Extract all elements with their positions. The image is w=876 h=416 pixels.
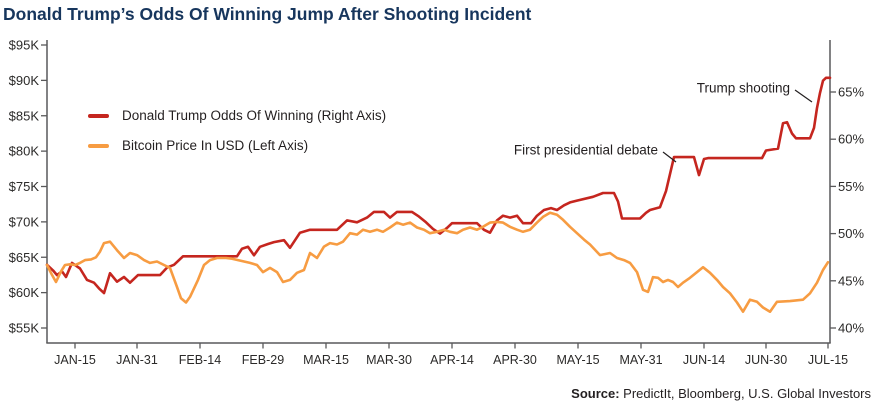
x-axis-tick-label: APR-14 [430, 353, 474, 367]
left-axis-tick-label: $70K [9, 214, 40, 229]
left-axis-tick-label: $85K [9, 108, 40, 123]
x-axis-tick-label: MAY-31 [619, 353, 662, 367]
legend: Donald Trump Odds Of Winning (Right Axis… [88, 108, 386, 168]
x-axis-tick-label: JUN-30 [745, 353, 787, 367]
trump-odds-swatch [88, 113, 109, 118]
page-title: Donald Trump’s Odds Of Winning Jump Afte… [3, 4, 532, 24]
left-axis-tick-label: $90K [9, 73, 40, 88]
x-axis-tick-label: JAN-31 [116, 353, 158, 367]
right-axis-tick-label: 60% [838, 132, 864, 147]
annotation-connector-0 [662, 151, 677, 163]
x-axis-tick-label: MAR-15 [303, 353, 349, 367]
left-axis-tick-label: $65K [9, 250, 40, 265]
legend-label-bitcoin-price: Bitcoin Price In USD (Left Axis) [122, 138, 309, 153]
x-axis-tick-label: FEB-14 [179, 353, 221, 367]
left-axis-tick-label: $75K [9, 179, 40, 194]
legend-item-trump-odds: Donald Trump Odds Of Winning (Right Axis… [88, 108, 386, 123]
left-axis-tick-label: $55K [9, 321, 40, 336]
x-axis-tick-label: MAY-15 [556, 353, 599, 367]
legend-item-bitcoin-price: Bitcoin Price In USD (Left Axis) [88, 138, 386, 153]
annotation-connector-1 [794, 89, 813, 103]
x-axis-tick-label: MAR-30 [366, 353, 412, 367]
right-axis-tick-label: 55% [838, 179, 864, 194]
source-text: PredictIt, Bloomberg, U.S. Global Invest… [619, 386, 871, 401]
bitcoin-price-line [45, 211, 830, 313]
left-axis-tick-label: $95K [9, 38, 40, 53]
trump-odds-line [45, 76, 832, 295]
left-axis-tick-label: $60K [9, 285, 40, 300]
right-axis-tick-label: 45% [838, 273, 864, 288]
x-axis-tick-label: JUN-14 [683, 353, 725, 367]
annotation-label-1: Trump shooting [697, 81, 790, 96]
right-axis-tick-label: 50% [838, 226, 864, 241]
source-credit: Source: PredictIt, Bloomberg, U.S. Globa… [571, 386, 871, 401]
right-axis-tick-label: 40% [838, 321, 864, 336]
x-axis-tick-label: JAN-15 [54, 353, 96, 367]
bitcoin-price-swatch [88, 143, 109, 148]
legend-label-trump-odds: Donald Trump Odds Of Winning (Right Axis… [122, 108, 387, 123]
right-axis-tick-label: 65% [838, 85, 864, 100]
source-label: Source: [571, 386, 620, 401]
left-axis-tick-label: $80K [9, 144, 40, 159]
x-axis-tick-label: APR-30 [493, 353, 537, 367]
x-axis-tick-label: JUL-15 [808, 353, 848, 367]
x-axis-tick-label: FEB-29 [242, 353, 284, 367]
annotation-label-0: First presidential debate [514, 143, 658, 158]
